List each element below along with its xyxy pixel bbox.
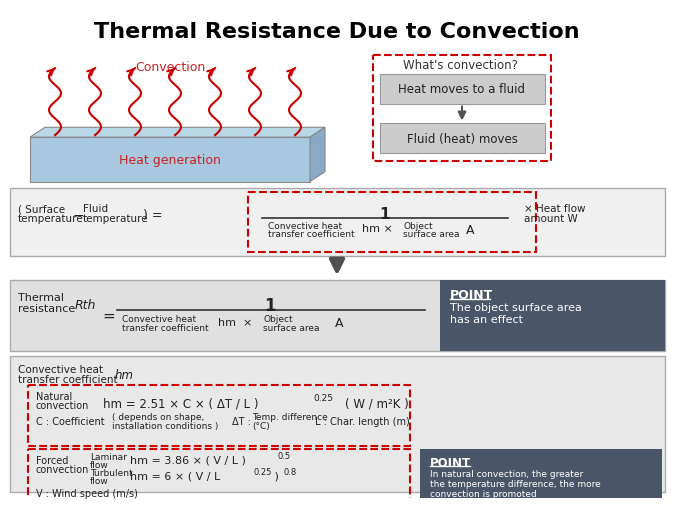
Text: C : Coefficient: C : Coefficient: [36, 417, 105, 427]
Text: flow: flow: [90, 476, 109, 485]
Text: temperature: temperature: [18, 214, 84, 224]
Polygon shape: [310, 128, 325, 182]
Text: hm  ×: hm ×: [218, 317, 252, 327]
Text: resistance: resistance: [18, 304, 75, 313]
Bar: [10, 189, 665, 256]
Text: 0.25: 0.25: [253, 467, 271, 476]
Text: temperature: temperature: [83, 214, 148, 224]
Text: Heat generation: Heat generation: [119, 154, 221, 167]
Bar: [373, 56, 551, 162]
Bar: [420, 449, 662, 505]
Text: What's convection?: What's convection?: [402, 59, 518, 72]
Text: Rth: Rth: [75, 298, 97, 312]
Text: The object surface area
has an effect: The object surface area has an effect: [450, 302, 582, 324]
Text: 0.25: 0.25: [313, 393, 333, 402]
Text: Laminar: Laminar: [90, 452, 127, 461]
Text: Thermal Resistance Due to Convection: Thermal Resistance Due to Convection: [95, 22, 580, 41]
Text: amount W: amount W: [524, 214, 578, 224]
Text: convection: convection: [36, 400, 89, 410]
Text: × Heat flow: × Heat flow: [524, 204, 585, 214]
Text: hm ×: hm ×: [362, 224, 393, 233]
Text: Temp. difference: Temp. difference: [252, 413, 328, 422]
Text: hm = 2.51 × C × ( ΔT / L ): hm = 2.51 × C × ( ΔT / L ): [103, 397, 259, 410]
Text: Object: Object: [403, 222, 433, 231]
Polygon shape: [30, 128, 325, 138]
Text: transfer coefficient: transfer coefficient: [18, 374, 117, 384]
Text: 0.5: 0.5: [278, 451, 291, 460]
Text: transfer coefficient: transfer coefficient: [268, 229, 354, 238]
Bar: [248, 193, 536, 252]
Text: A: A: [335, 316, 344, 329]
Text: hm = 3.86 × ( V / L ): hm = 3.86 × ( V / L ): [130, 455, 246, 465]
Text: 1: 1: [380, 207, 390, 222]
Text: hm: hm: [115, 368, 134, 381]
Text: surface area: surface area: [263, 323, 319, 332]
Text: POINT: POINT: [450, 288, 493, 301]
Text: POINT: POINT: [430, 456, 471, 469]
Text: =: =: [102, 308, 115, 323]
Text: ( depends on shape,: ( depends on shape,: [112, 413, 205, 422]
Bar: [28, 385, 410, 446]
Text: Convective heat: Convective heat: [122, 314, 196, 323]
Text: ( Surface: ( Surface: [18, 204, 65, 214]
Text: flow: flow: [90, 460, 109, 469]
Text: ΔT :: ΔT :: [232, 417, 251, 427]
Text: installation conditions ): installation conditions ): [112, 422, 219, 430]
Text: 1: 1: [264, 296, 276, 315]
Text: Fluid (heat) moves: Fluid (heat) moves: [406, 132, 518, 145]
Text: surface area: surface area: [403, 229, 460, 238]
Text: Natural: Natural: [36, 391, 72, 401]
Text: A: A: [466, 224, 475, 236]
Text: In natural convection, the greater
the temperature difference, the more
convecti: In natural convection, the greater the t…: [430, 469, 601, 498]
Bar: [28, 449, 410, 505]
Text: convection: convection: [36, 464, 89, 474]
Text: Heat moves to a fluid: Heat moves to a fluid: [398, 83, 526, 96]
Text: L : Char. length (m): L : Char. length (m): [315, 417, 410, 427]
Text: Convective heat: Convective heat: [268, 222, 342, 231]
Bar: [30, 138, 310, 182]
Text: ( W / m²K ): ( W / m²K ): [345, 397, 409, 410]
Text: ) =: ) =: [143, 209, 163, 222]
Text: Turbulent: Turbulent: [90, 468, 132, 477]
Text: Thermal: Thermal: [18, 292, 64, 302]
Text: 0.8: 0.8: [283, 467, 296, 476]
Text: Object: Object: [263, 314, 293, 323]
Text: Fluid: Fluid: [83, 204, 108, 214]
Bar: [380, 75, 545, 105]
Text: V : Wind speed (m/s): V : Wind speed (m/s): [36, 488, 138, 498]
Text: ): ): [271, 471, 279, 481]
Bar: [10, 357, 665, 492]
Text: (°C): (°C): [252, 422, 270, 430]
Text: −: −: [73, 209, 84, 223]
Text: Forced: Forced: [36, 455, 68, 465]
Bar: [380, 124, 545, 154]
Bar: [10, 281, 665, 351]
Text: transfer coefficient: transfer coefficient: [122, 323, 209, 332]
Text: Convective heat: Convective heat: [18, 365, 103, 374]
Text: hm = 6 × ( V / L: hm = 6 × ( V / L: [130, 471, 220, 481]
Text: Convection: Convection: [135, 61, 205, 74]
Bar: [440, 281, 665, 351]
